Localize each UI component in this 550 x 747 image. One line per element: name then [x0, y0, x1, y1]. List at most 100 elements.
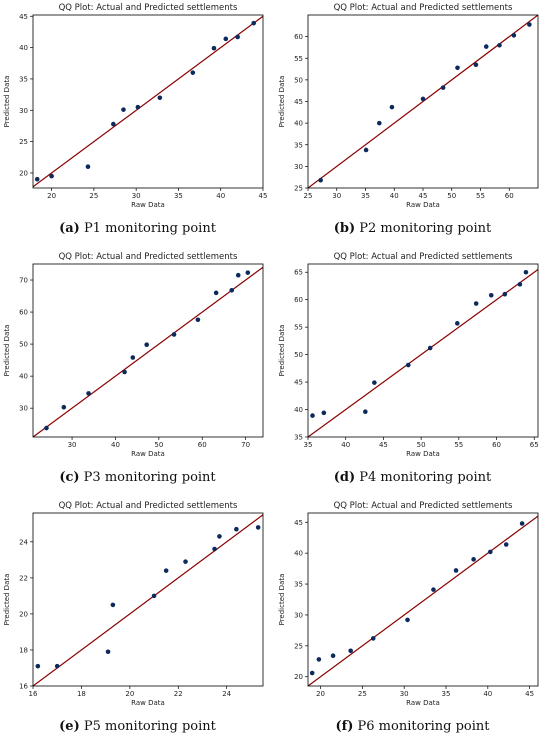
x-tick-label: 30: [400, 690, 409, 698]
y-tick-label: 55: [294, 55, 303, 63]
y-tick-label: 20: [294, 673, 303, 681]
data-point: [255, 525, 261, 530]
x-tick-label: 25: [89, 192, 98, 200]
data-point: [330, 653, 336, 659]
data-point: [519, 521, 525, 526]
x-tick-label: 50: [447, 192, 456, 200]
x-tick-label: 40: [111, 441, 120, 449]
data-point: [370, 636, 376, 641]
data-point: [440, 85, 446, 90]
chart-title: QQ Plot: Actual and Predicted settlement…: [334, 501, 513, 511]
data-point: [488, 549, 493, 555]
data-point: [234, 526, 239, 532]
data-point: [431, 587, 436, 592]
reference-line: [308, 268, 538, 437]
data-point: [223, 36, 229, 42]
data-point: [211, 45, 217, 51]
data-point: [488, 293, 494, 298]
data-point: [105, 649, 111, 655]
data-point: [110, 602, 116, 608]
x-tick-label: 55: [476, 192, 485, 200]
plot-frame: [32, 263, 264, 438]
y-tick-label: 45: [19, 13, 28, 21]
x-tick-label: 50: [417, 441, 426, 449]
data-point: [321, 410, 327, 416]
y-tick-label: 65: [294, 269, 303, 277]
data-point: [405, 617, 410, 623]
data-point: [363, 147, 369, 153]
data-point: [86, 391, 91, 396]
x-tick-label: 24: [222, 690, 231, 698]
qq-plot-p6: QQ Plot: Actual and Predicted settlement…: [278, 501, 539, 707]
y-tick-label: 25: [294, 185, 303, 193]
caption-letter: (d): [333, 470, 356, 485]
data-point: [157, 95, 163, 101]
x-axis-label: Raw Data: [406, 699, 440, 707]
x-tick-label: 30: [332, 192, 341, 200]
y-tick-label: 50: [294, 76, 303, 84]
caption-text: P4 monitoring point: [359, 470, 492, 485]
x-axis-label: Raw Data: [406, 201, 440, 209]
x-tick-label: 16: [29, 690, 38, 698]
data-point: [517, 282, 523, 287]
data-point: [316, 657, 322, 662]
y-tick-label: 40: [294, 120, 303, 128]
x-tick-label: 45: [525, 690, 534, 698]
y-tick-label: 16: [19, 683, 28, 691]
data-point: [163, 568, 169, 573]
y-tick-label: 24: [19, 538, 28, 546]
chart-title: QQ Plot: Actual and Predicted settlement…: [59, 3, 238, 13]
data-point: [122, 369, 127, 375]
data-point: [35, 663, 41, 669]
data-point: [61, 404, 67, 410]
x-tick-label: 65: [530, 441, 539, 449]
data-point: [309, 670, 315, 676]
y-tick-label: 55: [294, 324, 303, 332]
y-tick-label: 45: [294, 519, 303, 527]
x-tick-label: 60: [505, 192, 514, 200]
data-point: [229, 287, 235, 293]
x-tick-label: 35: [442, 690, 451, 698]
caption-text: P3 monitoring point: [83, 470, 216, 485]
data-point: [502, 291, 508, 297]
y-axis-label: Predicted Data: [3, 574, 11, 626]
y-tick-label: 30: [294, 611, 303, 619]
y-tick-label: 20: [19, 169, 28, 177]
y-tick-label: 25: [19, 138, 28, 146]
x-tick-label: 45: [259, 192, 268, 200]
x-tick-label: 50: [154, 441, 163, 449]
panel-a: QQ Plot: Actual and Predicted settlement…: [0, 0, 275, 249]
chart-title: QQ Plot: Actual and Predicted settlement…: [59, 501, 238, 511]
x-tick-label: 22: [174, 690, 183, 698]
y-tick-label: 40: [19, 44, 28, 52]
data-point: [144, 342, 149, 348]
data-point: [49, 173, 54, 179]
y-tick-label: 45: [294, 379, 303, 387]
panel-caption: (a) P1 monitoring point: [0, 221, 275, 236]
caption-text: P1 monitoring point: [83, 221, 216, 236]
data-point: [427, 345, 433, 351]
y-tick-label: 25: [294, 642, 303, 650]
x-tick-label: 35: [361, 192, 370, 200]
data-point: [363, 409, 368, 415]
data-point: [310, 413, 315, 418]
y-axis-label: Predicted Data: [3, 76, 11, 128]
qq-plot-p1: QQ Plot: Actual and Predicted settlement…: [3, 3, 268, 209]
x-tick-label: 25: [358, 690, 367, 698]
x-axis-label: Raw Data: [406, 450, 440, 458]
data-point: [151, 593, 157, 599]
qq-plot-p5: QQ Plot: Actual and Predicted settlement…: [3, 501, 264, 707]
data-point: [453, 568, 459, 573]
y-tick-label: 22: [19, 574, 28, 582]
caption-letter: (e): [59, 719, 80, 734]
y-axis-label: Predicted Data: [3, 325, 11, 377]
x-tick-label: 20: [125, 690, 134, 698]
y-tick-label: 20: [19, 610, 28, 618]
x-tick-label: 45: [379, 441, 388, 449]
y-tick-label: 40: [294, 406, 303, 414]
data-point: [34, 176, 40, 182]
data-point: [251, 20, 256, 26]
data-point: [121, 107, 126, 112]
data-point: [130, 355, 136, 360]
